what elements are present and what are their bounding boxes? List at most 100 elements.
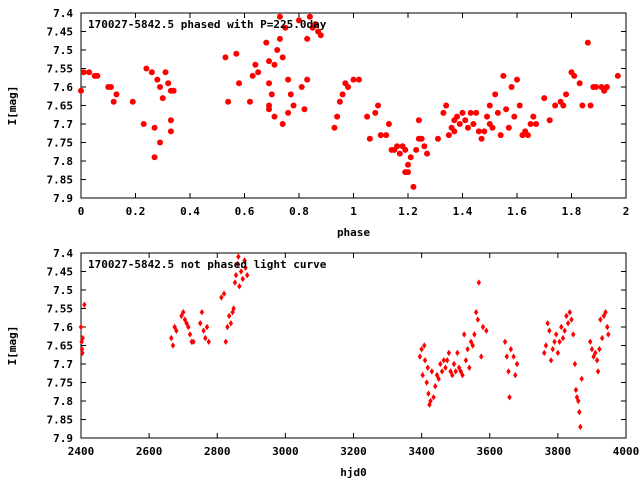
- data-point: [198, 320, 203, 327]
- data-point: [271, 113, 278, 120]
- data-point: [94, 72, 101, 79]
- data-point: [287, 91, 294, 98]
- data-point: [560, 102, 567, 109]
- data-point: [514, 360, 520, 368]
- data-point: [589, 346, 595, 353]
- tick-marks: [80, 252, 627, 439]
- data-point: [424, 379, 429, 386]
- data-point: [503, 106, 510, 113]
- chart-title: 170027-5842.5 phased with P=225.0day: [88, 18, 327, 31]
- data-point: [451, 360, 457, 368]
- data-point: [296, 17, 302, 24]
- data-point: [508, 346, 514, 353]
- data-point: [445, 132, 452, 139]
- data-point: [456, 121, 463, 127]
- data-point: [410, 183, 417, 190]
- data-point: [479, 353, 484, 360]
- data-point: [443, 102, 450, 109]
- data-point: [355, 76, 362, 83]
- data-point: [285, 76, 292, 83]
- data-point: [470, 121, 477, 127]
- data-point: [113, 91, 120, 98]
- data-point: [545, 320, 550, 327]
- data-point: [290, 102, 297, 109]
- unphased-light-curve-panel: 2400 2600 2800 3000 3200 3400 3600 3800 4000 7.4…: [6, 247, 639, 479]
- data-point: [246, 98, 253, 105]
- data-point: [574, 394, 580, 401]
- data-point: [268, 91, 275, 98]
- x-tick-label: 2400: [68, 445, 95, 458]
- data-point: [481, 128, 488, 135]
- data-point: [417, 353, 423, 360]
- data-point: [426, 390, 431, 397]
- data-point: [594, 357, 600, 364]
- data-point: [444, 357, 450, 364]
- data-point: [506, 368, 511, 375]
- data-point: [579, 375, 584, 382]
- data-points: [78, 13, 621, 190]
- data-point: [577, 408, 582, 416]
- tick-marks: [80, 12, 627, 199]
- data-point: [494, 109, 501, 116]
- data-point: [571, 331, 576, 338]
- data-point: [279, 54, 286, 61]
- data-point: [505, 124, 512, 131]
- data-point: [462, 117, 469, 124]
- data-point: [480, 323, 486, 331]
- data-point: [465, 346, 470, 353]
- data-point: [595, 368, 601, 375]
- data-point: [571, 72, 578, 79]
- data-point: [79, 346, 85, 353]
- y-tick-label: 7.6: [53, 321, 73, 334]
- data-point: [312, 21, 319, 28]
- data-point: [157, 84, 164, 90]
- data-point: [274, 47, 281, 53]
- data-point: [107, 84, 114, 90]
- data-point: [221, 290, 227, 297]
- x-tick-label: 1.2: [398, 205, 418, 218]
- data-point: [383, 132, 390, 139]
- chart-title: 170027-5842.5 not phased light curve: [88, 258, 327, 271]
- y-axis-label: I[mag]: [6, 326, 19, 366]
- data-point: [588, 338, 593, 345]
- x-tick-label: 1.6: [507, 205, 527, 218]
- data-point: [266, 58, 273, 65]
- data-point: [151, 154, 158, 161]
- data-point: [541, 95, 548, 102]
- data-point: [396, 150, 403, 157]
- data-point: [339, 91, 346, 98]
- y-tick-label: 7.75: [47, 137, 74, 150]
- data-point: [187, 331, 193, 338]
- data-point: [334, 113, 341, 120]
- x-axis-label: hjd0: [340, 466, 367, 479]
- data-point: [276, 13, 283, 20]
- data-point: [513, 371, 518, 379]
- data-point: [475, 316, 481, 323]
- x-tick-label: 0.4: [180, 205, 200, 218]
- data-point: [507, 394, 512, 401]
- data-point: [489, 124, 496, 131]
- data-point: [547, 327, 552, 334]
- data-point: [235, 260, 240, 268]
- data-point: [476, 279, 482, 286]
- y-tick-label: 7.4: [53, 247, 73, 260]
- data-point: [434, 135, 441, 142]
- data-point: [223, 338, 228, 345]
- data-point: [191, 338, 196, 345]
- data-point: [562, 327, 567, 334]
- data-point: [228, 320, 234, 327]
- data-point: [110, 98, 117, 105]
- data-point: [420, 371, 425, 379]
- data-point: [174, 327, 179, 334]
- data-point: [484, 327, 489, 334]
- data-point: [80, 69, 87, 76]
- data-point: [245, 272, 250, 279]
- data-point: [236, 253, 241, 260]
- data-point: [557, 338, 562, 345]
- data-point: [516, 102, 523, 109]
- data-point: [301, 106, 308, 113]
- data-point: [422, 342, 427, 349]
- x-tick-label: 3200: [340, 445, 367, 458]
- data-point: [514, 76, 520, 83]
